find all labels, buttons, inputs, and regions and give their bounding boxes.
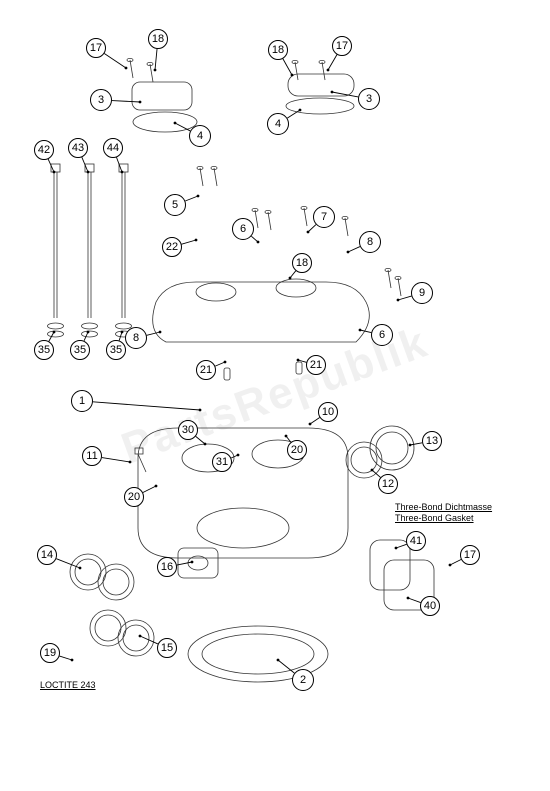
callout-20: 20 — [124, 487, 144, 507]
callout-40: 40 — [420, 596, 440, 616]
callout-15: 15 — [157, 638, 177, 658]
callout-35: 35 — [106, 340, 126, 360]
callout-22: 22 — [162, 237, 182, 257]
callout-1: 1 — [71, 390, 93, 412]
callout-6: 6 — [232, 218, 254, 240]
callout-4: 4 — [189, 125, 211, 147]
callout-21: 21 — [196, 360, 216, 380]
callout-18: 18 — [292, 253, 312, 273]
callout-21: 21 — [306, 355, 326, 375]
callout-4: 4 — [267, 113, 289, 135]
callout-2: 2 — [292, 669, 314, 691]
callout-35: 35 — [70, 340, 90, 360]
callout-19: 19 — [40, 643, 60, 663]
exploded-diagram: PartsRepublik 17181817334442434452267818… — [0, 0, 550, 791]
callout-17: 17 — [86, 38, 106, 58]
callout-3: 3 — [358, 88, 380, 110]
callout-5: 5 — [164, 194, 186, 216]
callout-17: 17 — [460, 545, 480, 565]
callout-7: 7 — [313, 206, 335, 228]
callout-16: 16 — [157, 557, 177, 577]
callout-30: 30 — [178, 420, 198, 440]
callout-12: 12 — [378, 474, 398, 494]
callout-35: 35 — [34, 340, 54, 360]
callout-14: 14 — [37, 545, 57, 565]
callout-18: 18 — [148, 29, 168, 49]
callout-9: 9 — [411, 282, 433, 304]
note: LOCTITE 243 — [40, 680, 96, 691]
callout-18: 18 — [268, 40, 288, 60]
callout-8: 8 — [359, 231, 381, 253]
callout-10: 10 — [318, 402, 338, 422]
callout-6: 6 — [371, 324, 393, 346]
callout-20: 20 — [287, 440, 307, 460]
callout-42: 42 — [34, 140, 54, 160]
callout-11: 11 — [82, 446, 102, 466]
callout-43: 43 — [68, 138, 88, 158]
callout-41: 41 — [406, 531, 426, 551]
callout-3: 3 — [90, 89, 112, 111]
callout-31: 31 — [212, 452, 232, 472]
callout-13: 13 — [422, 431, 442, 451]
note: Three-Bond DichtmasseThree-Bond Gasket — [395, 502, 492, 524]
callout-17: 17 — [332, 36, 352, 56]
callout-8: 8 — [125, 327, 147, 349]
callout-44: 44 — [103, 138, 123, 158]
